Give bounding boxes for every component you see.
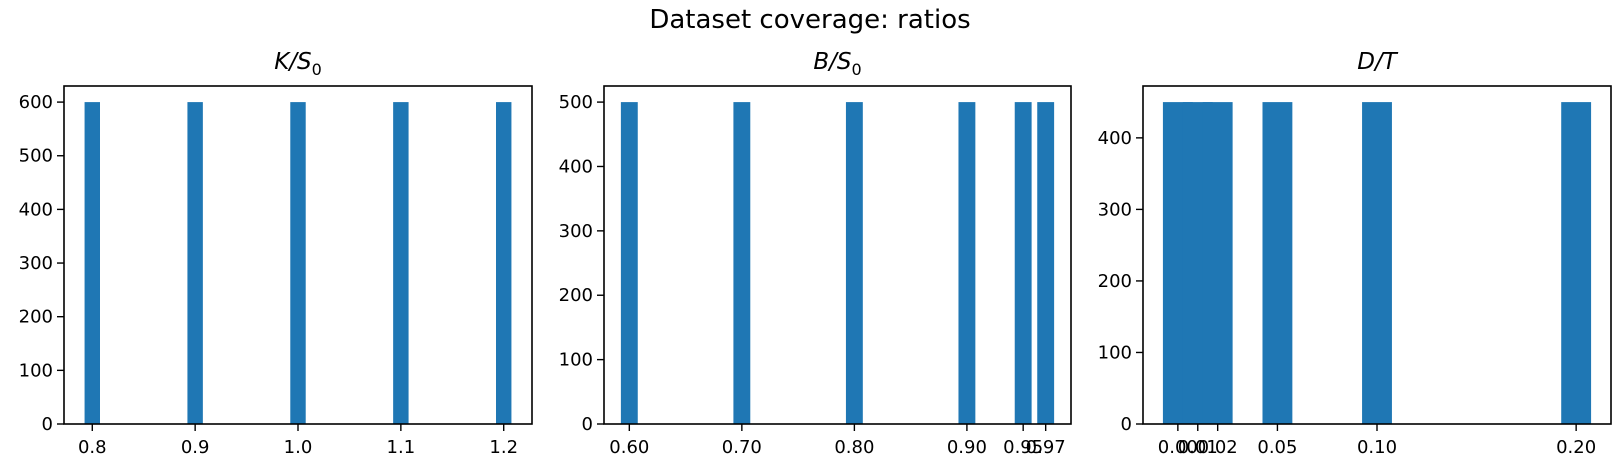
x-tick-label: 0.01 [1178,437,1218,458]
x-tick-label: 0.80 [834,437,874,458]
y-tick-label: 300 [559,221,593,242]
histogram-bar [1362,102,1392,424]
panel-b-over-s0: B/S0 0 100 200 300 400 500 0.60 0.70 0.80 0.90 0.95… [559,49,1072,458]
x-tick-label: 0.90 [947,437,987,458]
x-tick-label: 0.97 [1026,437,1066,458]
y-tick-label: 500 [19,146,53,167]
y-tick-label: 300 [19,253,53,274]
y-tick-label: 200 [19,307,53,328]
histogram-bar [845,102,863,424]
y-tick-label: 300 [1098,199,1132,220]
y-tick-label: 600 [19,92,53,113]
y-tick-label: 0 [582,414,593,435]
y-tick-label: 0 [1121,414,1132,435]
panel-title: K/S0 [274,49,322,79]
x-tick-label: 0.00 [1158,437,1198,458]
panel-title: D/T [1357,49,1398,75]
y-tick-label: 500 [559,92,593,113]
x-tick-label: 1.0 [284,437,313,458]
x-tick-label: 0.10 [1357,437,1397,458]
histogram-bar [496,102,512,424]
x-tick-label: 0.20 [1556,437,1596,458]
x-tick-label: 0.60 [609,437,649,458]
y-tick-label: 100 [19,360,53,381]
axes-frame [603,85,1072,425]
histogram-bar [393,102,409,424]
figure-title: Dataset coverage: ratios [649,5,971,35]
y-tick-label: 100 [559,350,593,371]
histogram-bar [1037,102,1055,424]
panel-k-over-s0: K/S0 0 100 200 300 400 500 600 0.8 0.9 1.0 1.1 1.2 [19,49,533,458]
histogram-bar [1262,102,1293,424]
histogram-bar [1561,102,1592,424]
histogram-bar [1202,102,1233,424]
y-tick-label: 400 [559,156,593,177]
y-tick-label: 100 [1098,342,1132,363]
histogram-bar [620,102,638,424]
x-tick-label: 0.70 [722,437,762,458]
x-tick-label: 0.02 [1198,437,1238,458]
x-tick-label: 0.95 [1003,437,1043,458]
y-tick-label: 200 [1098,271,1132,292]
histogram-bar [84,102,100,424]
y-tick-label: 400 [19,199,53,220]
y-tick-label: 400 [1098,128,1132,149]
histogram-bar [187,102,203,424]
panel-title: B/S0 [813,49,861,79]
x-tick-label: 0.05 [1257,437,1297,458]
histogram-bar [290,102,306,424]
y-tick-label: 200 [559,285,593,306]
histogram-bar [733,102,751,424]
x-tick-label: 1.2 [489,437,518,458]
x-tick-label: 1.1 [387,437,416,458]
panel-d-over-t: D/T 0 100 200 300 400 0.000.010.02 0.05 0.10 0.20 [1098,49,1612,458]
x-tick-label: 0.9 [181,437,210,458]
histogram-bar [1014,102,1032,424]
histogram-bar [958,102,976,424]
y-tick-label: 0 [42,414,53,435]
x-tick-label: 0.8 [78,437,107,458]
